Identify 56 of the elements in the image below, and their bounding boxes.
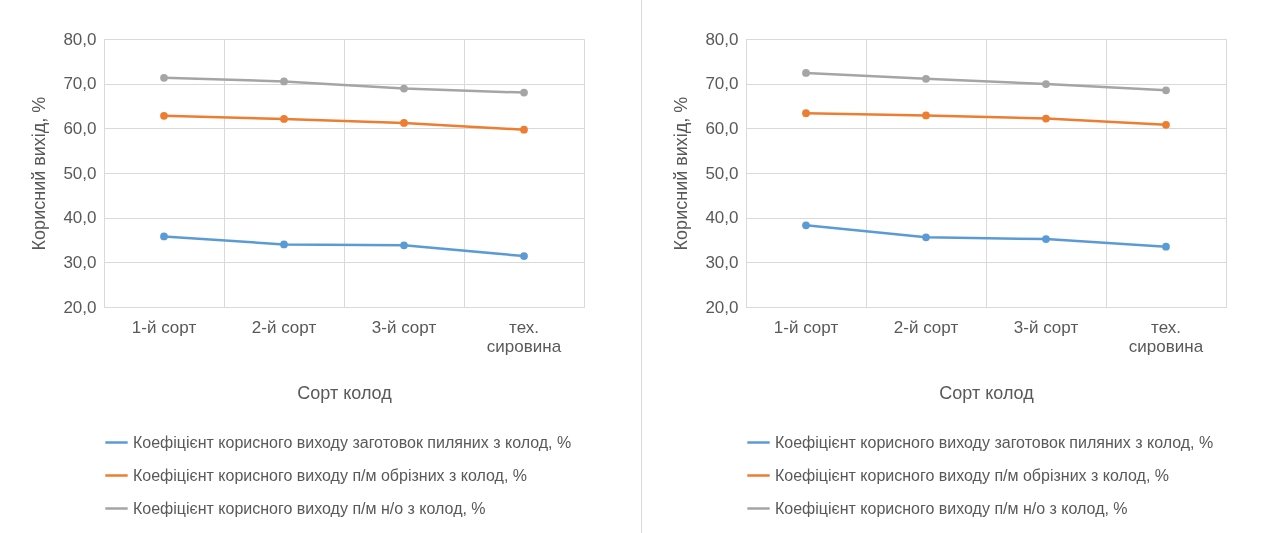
y-tick-label: 20,0 (705, 297, 739, 317)
y-tick-label: 70,0 (63, 74, 97, 94)
x-tick-label: 2-й сорт (251, 317, 317, 337)
point (802, 221, 810, 230)
point (520, 88, 528, 97)
x-axis-title: Сорт колод (297, 382, 393, 403)
point (1042, 80, 1050, 88)
point (400, 84, 408, 93)
point (922, 74, 930, 83)
x-tick-label: 3-й сорт (1013, 317, 1079, 337)
x-tick-label: 2-й сорт (893, 317, 959, 337)
y-tick-label: 20,0 (63, 297, 97, 317)
point (520, 125, 528, 134)
point (400, 119, 408, 127)
point (280, 240, 288, 249)
point (922, 111, 930, 120)
legend-label: Коефіцієнт корисного виходу п/м н/о з колод, % (133, 499, 486, 517)
point (160, 73, 168, 82)
y-tick-label: 40,0 (705, 208, 739, 228)
y-tick-label: 80,0 (705, 29, 739, 49)
point (160, 232, 168, 241)
legend-label: Коефіцієнт корисного виходу п/м н/о з колод, % (775, 499, 1128, 517)
point (802, 69, 810, 77)
x-tick-label: 3-й сорт (371, 317, 437, 337)
point (280, 77, 288, 86)
y-tick-label: 30,0 (63, 252, 97, 272)
y-tick-label: 30,0 (705, 252, 739, 272)
legend-label: Коефіцієнт корисного виходу п/м обрізних з колод, % (133, 466, 528, 484)
point (520, 252, 528, 260)
x-tick-label: 1-й сорт (773, 317, 839, 337)
point (160, 111, 168, 120)
point (1042, 235, 1050, 243)
y-tick-label: 70,0 (705, 74, 739, 94)
point (400, 241, 408, 250)
legend-label: Коефіцієнт корисного виходу заготовок пиляних з колод, % (775, 433, 1214, 451)
point (1162, 242, 1170, 251)
y-tick-label: 60,0 (705, 118, 739, 138)
point (280, 115, 288, 123)
x-tick-label: тех. сировина (486, 317, 562, 356)
y-tick-label: 40,0 (63, 208, 97, 228)
x-axis-title: Сорт колод (939, 382, 1035, 403)
point (1162, 86, 1170, 95)
y-tick-label: 60,0 (63, 118, 97, 138)
y-axis-title: Корисний вихід, % (29, 96, 50, 251)
y-tick-label: 80,0 (63, 29, 97, 49)
y-tick-label: 50,0 (63, 163, 97, 183)
point (1162, 120, 1170, 129)
point (802, 109, 810, 118)
x-tick-label: тех. сировина (1128, 317, 1204, 356)
y-tick-label: 50,0 (705, 163, 739, 183)
x-tick-label: 1-й сорт (131, 317, 197, 337)
y-axis-title: Корисний вихід, % (671, 96, 692, 251)
point (1042, 114, 1050, 123)
legend-label: Коефіцієнт корисного виходу п/м обрізних з колод, % (775, 466, 1170, 484)
legend-label: Коефіцієнт корисного виходу заготовок пиляних з колод, % (133, 433, 572, 451)
point (922, 233, 930, 242)
